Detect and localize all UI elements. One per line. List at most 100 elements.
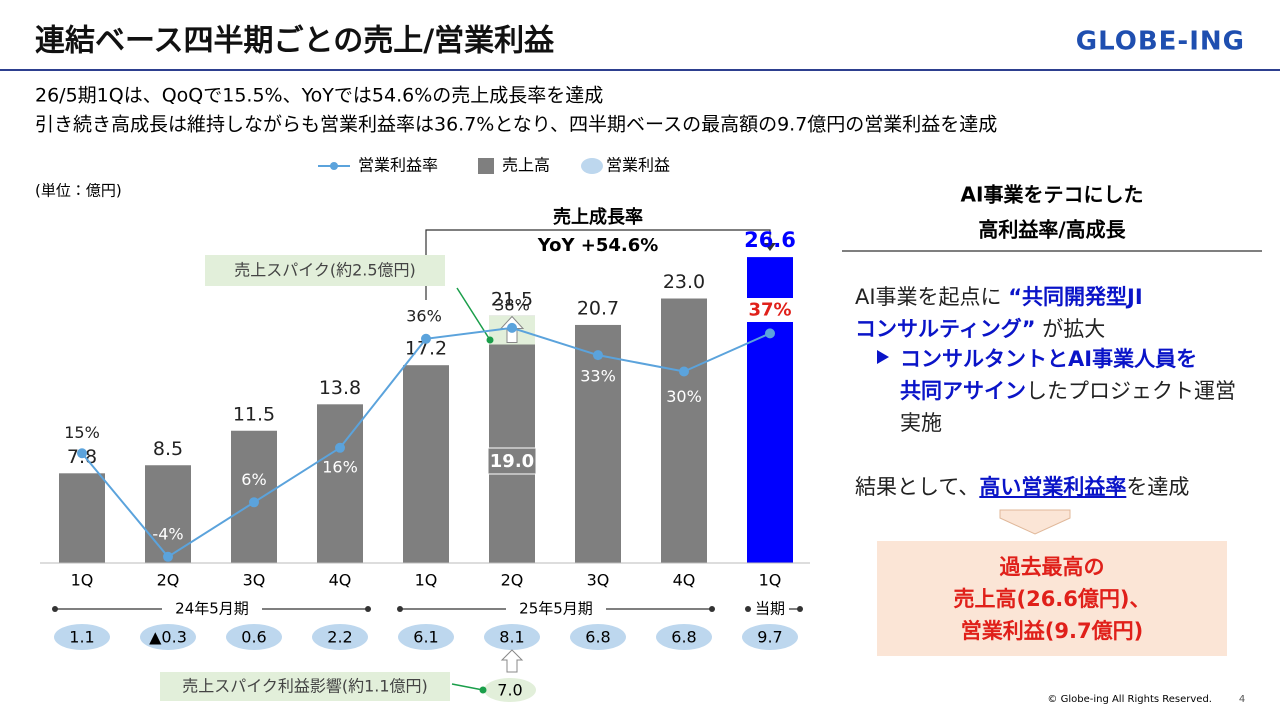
spike-value-box bbox=[487, 447, 537, 475]
profit-spike-dot bbox=[479, 686, 487, 694]
x-tick-label: 1Q bbox=[71, 571, 94, 590]
bar bbox=[403, 365, 449, 563]
profit-label: 8.1 bbox=[499, 628, 524, 647]
bar bbox=[145, 465, 191, 563]
result-line: 過去最高の bbox=[1000, 555, 1105, 579]
bar-value-label: 20.7 bbox=[577, 297, 619, 319]
legend-swatch bbox=[330, 162, 338, 170]
bar bbox=[575, 324, 621, 563]
bar-value-label: 21.5 bbox=[491, 288, 533, 310]
period-label: 当期 bbox=[755, 600, 785, 618]
panel-text: 実施 bbox=[900, 411, 942, 435]
panel-text-line: コンサルタントとAI事業人員を bbox=[900, 344, 1197, 374]
margin-label: 6% bbox=[241, 470, 266, 489]
period-end bbox=[797, 606, 803, 612]
panel-text: 結果として、 bbox=[855, 475, 980, 499]
profit-label: 0.6 bbox=[241, 628, 266, 647]
logo: GLOBE-ING bbox=[1076, 27, 1245, 57]
panel-text-line: 実施 bbox=[900, 408, 942, 438]
profit-label: 1.1 bbox=[69, 628, 94, 647]
panel-heading: AI事業をテコにした bbox=[961, 183, 1144, 207]
x-tick-label: 3Q bbox=[587, 571, 610, 590]
x-tick-label: 2Q bbox=[501, 571, 524, 590]
profit-ellipse bbox=[140, 624, 196, 650]
panel-text: を達成 bbox=[1126, 475, 1190, 499]
period-label-bg bbox=[751, 599, 789, 619]
bar-value-label: 23.0 bbox=[663, 271, 705, 293]
profit-ellipse bbox=[54, 624, 110, 650]
profit-spike-arrow bbox=[500, 649, 524, 673]
margin-point bbox=[335, 442, 345, 453]
profit-ellipse bbox=[484, 624, 540, 650]
profit-spike-ellipse bbox=[484, 678, 536, 702]
x-tick-label: 2Q bbox=[157, 571, 180, 590]
copyright: © Globe-ing All Rights Reserved. bbox=[1047, 694, 1212, 705]
margin-label: 38% bbox=[494, 295, 530, 314]
bar-value-label: 26.6 bbox=[744, 228, 796, 252]
spike-value-label: 19.0 bbox=[490, 451, 534, 472]
legend-swatch bbox=[581, 158, 603, 174]
profit-spike-value: 7.0 bbox=[497, 681, 522, 700]
summary-line: 26/5期1Qは、QoQで15.5%、YoYでは54.6%の売上成長率を達成 bbox=[35, 85, 603, 107]
period-label: 25年5月期 bbox=[519, 600, 593, 618]
profit-label: 6.8 bbox=[585, 628, 610, 647]
bar bbox=[489, 315, 535, 563]
profit-ellipse bbox=[398, 624, 454, 650]
panel-text-line: コンサルティング” が拡大 bbox=[855, 314, 1105, 344]
profit-ellipse bbox=[656, 624, 712, 650]
period-label-bg bbox=[506, 599, 606, 619]
bar-value-label: 8.5 bbox=[153, 438, 183, 460]
period-end bbox=[365, 606, 371, 612]
profit-ellipse bbox=[226, 624, 282, 650]
bar-value-label: 11.5 bbox=[233, 403, 275, 425]
x-tick-label: 3Q bbox=[243, 571, 266, 590]
margin-label: 16% bbox=[322, 457, 358, 476]
margin-label: 15% bbox=[64, 423, 100, 442]
margin-point bbox=[249, 497, 259, 508]
emphasis-text: コンサルタントとAI事業人員を bbox=[900, 347, 1198, 371]
margin-point bbox=[77, 448, 87, 459]
legend-swatch bbox=[478, 158, 494, 174]
spike-label: 売上スパイク(約2.5億円) bbox=[234, 261, 416, 280]
profit-ellipse bbox=[312, 624, 368, 650]
period-end bbox=[397, 606, 403, 612]
profit-label: 9.7 bbox=[757, 628, 782, 647]
panel-text-line: 結果として、高い営業利益率を達成 bbox=[855, 472, 1189, 502]
panel-text-line: AI事業を起点に “共同開発型JI bbox=[855, 282, 1143, 312]
bar bbox=[231, 430, 277, 563]
period-end bbox=[709, 606, 715, 612]
profit-ellipse bbox=[742, 624, 798, 650]
period-label: 24年5月期 bbox=[175, 600, 249, 618]
period-end bbox=[745, 606, 751, 612]
x-tick-label: 4Q bbox=[673, 571, 696, 590]
margin-point bbox=[679, 366, 689, 377]
margin-point bbox=[163, 551, 173, 562]
profit-spike-box bbox=[160, 672, 450, 701]
spike-leader-dot bbox=[486, 336, 494, 344]
margin-point bbox=[421, 333, 431, 344]
margin-label: 30% bbox=[666, 387, 702, 406]
summary-line: 引き続き高成長は維持しながらも営業利益率は36.7%となり、四半期ベースの最高額… bbox=[35, 114, 997, 136]
result-line: 売上高(26.6億円)、 bbox=[953, 587, 1150, 611]
down-arrow bbox=[999, 509, 1071, 535]
legend-label: 営業利益 bbox=[606, 156, 670, 175]
margin-point bbox=[593, 350, 603, 361]
x-tick-label: 1Q bbox=[415, 571, 438, 590]
page-number: 4 bbox=[1239, 694, 1245, 705]
bar bbox=[661, 298, 707, 563]
legend-label: 売上高 bbox=[502, 156, 550, 175]
spike-label-box bbox=[205, 255, 445, 286]
panel-text: が拡大 bbox=[1035, 317, 1106, 341]
emphasis-text: 高い営業利益率 bbox=[979, 475, 1127, 499]
emphasis-text: 共同アサイン bbox=[900, 379, 1026, 403]
label-backdrop bbox=[747, 298, 793, 322]
result-box bbox=[877, 541, 1227, 656]
bullet-arrow bbox=[877, 350, 889, 364]
x-tick-label: 1Q bbox=[759, 571, 782, 590]
profit-label: ▲0.3 bbox=[149, 628, 187, 647]
bar bbox=[59, 473, 105, 563]
growth-text: YoY +54.6% bbox=[537, 235, 659, 256]
margin-point bbox=[765, 328, 775, 339]
x-tick-label: 4Q bbox=[329, 571, 352, 590]
profit-label: 6.1 bbox=[413, 628, 438, 647]
